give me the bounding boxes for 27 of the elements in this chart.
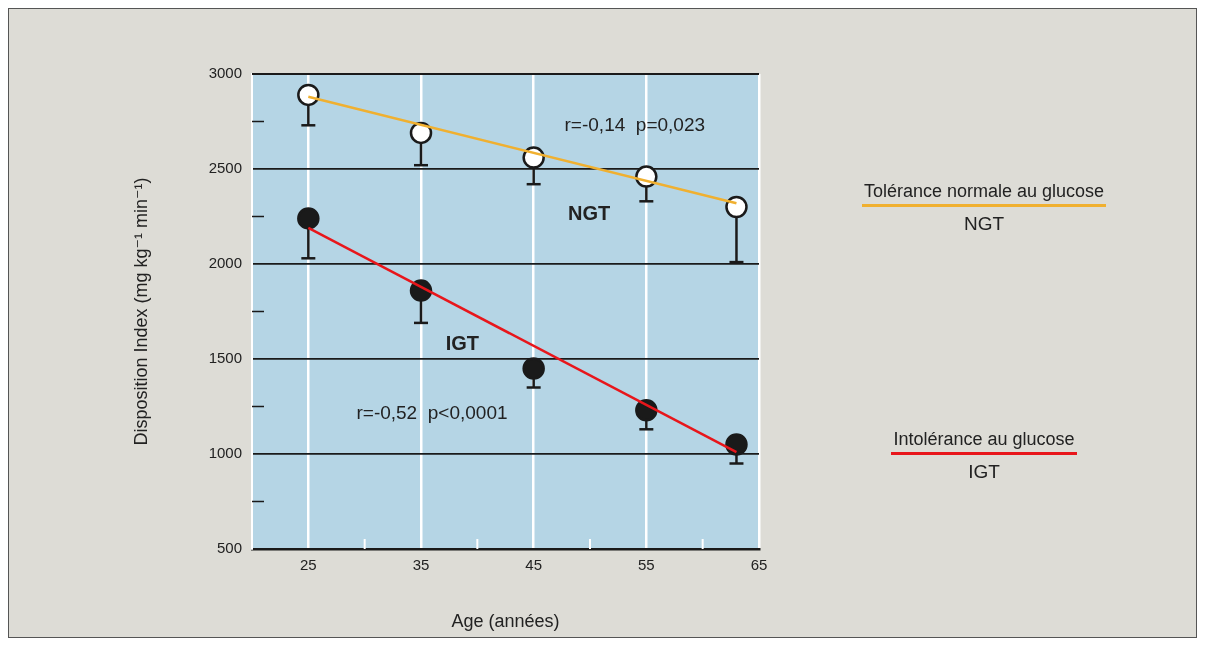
text: Intolérance au glucose: [892, 429, 1076, 451]
y-tick-label: 2000: [208, 254, 242, 272]
y-tick-label: 1000: [208, 444, 242, 462]
x-tick-label: 55: [637, 556, 655, 574]
annotation: NGT: [568, 201, 611, 224]
y-tick-label: 2500: [208, 159, 242, 177]
annotation: IGT: [445, 332, 480, 355]
x-tick-label: 65: [750, 556, 768, 574]
x-tick-label: 35: [412, 556, 430, 574]
point: [522, 357, 545, 380]
y-tick-label: 3000: [208, 64, 242, 82]
text: NGT: [962, 212, 1006, 235]
x-tick-label: 25: [299, 556, 317, 574]
annotation: r=-0,52 p<0,0001: [356, 401, 508, 423]
y-axis-title: Disposition Index (mg kg⁻¹ min⁻¹): [130, 177, 151, 446]
point: [297, 83, 320, 107]
point: [725, 195, 748, 219]
annotation: r=-0,14 p=0,023: [564, 114, 706, 136]
point: [409, 121, 433, 145]
x-axis-title: Age (années): [451, 611, 560, 632]
text: IGT: [967, 460, 1001, 483]
y-tick-label: 500: [216, 539, 242, 557]
text: Tolérance normale au glucose: [862, 181, 1106, 203]
y-tick-label: 1500: [208, 349, 242, 367]
point: [725, 433, 748, 456]
point: [297, 207, 320, 230]
x-tick-label: 45: [525, 556, 543, 574]
